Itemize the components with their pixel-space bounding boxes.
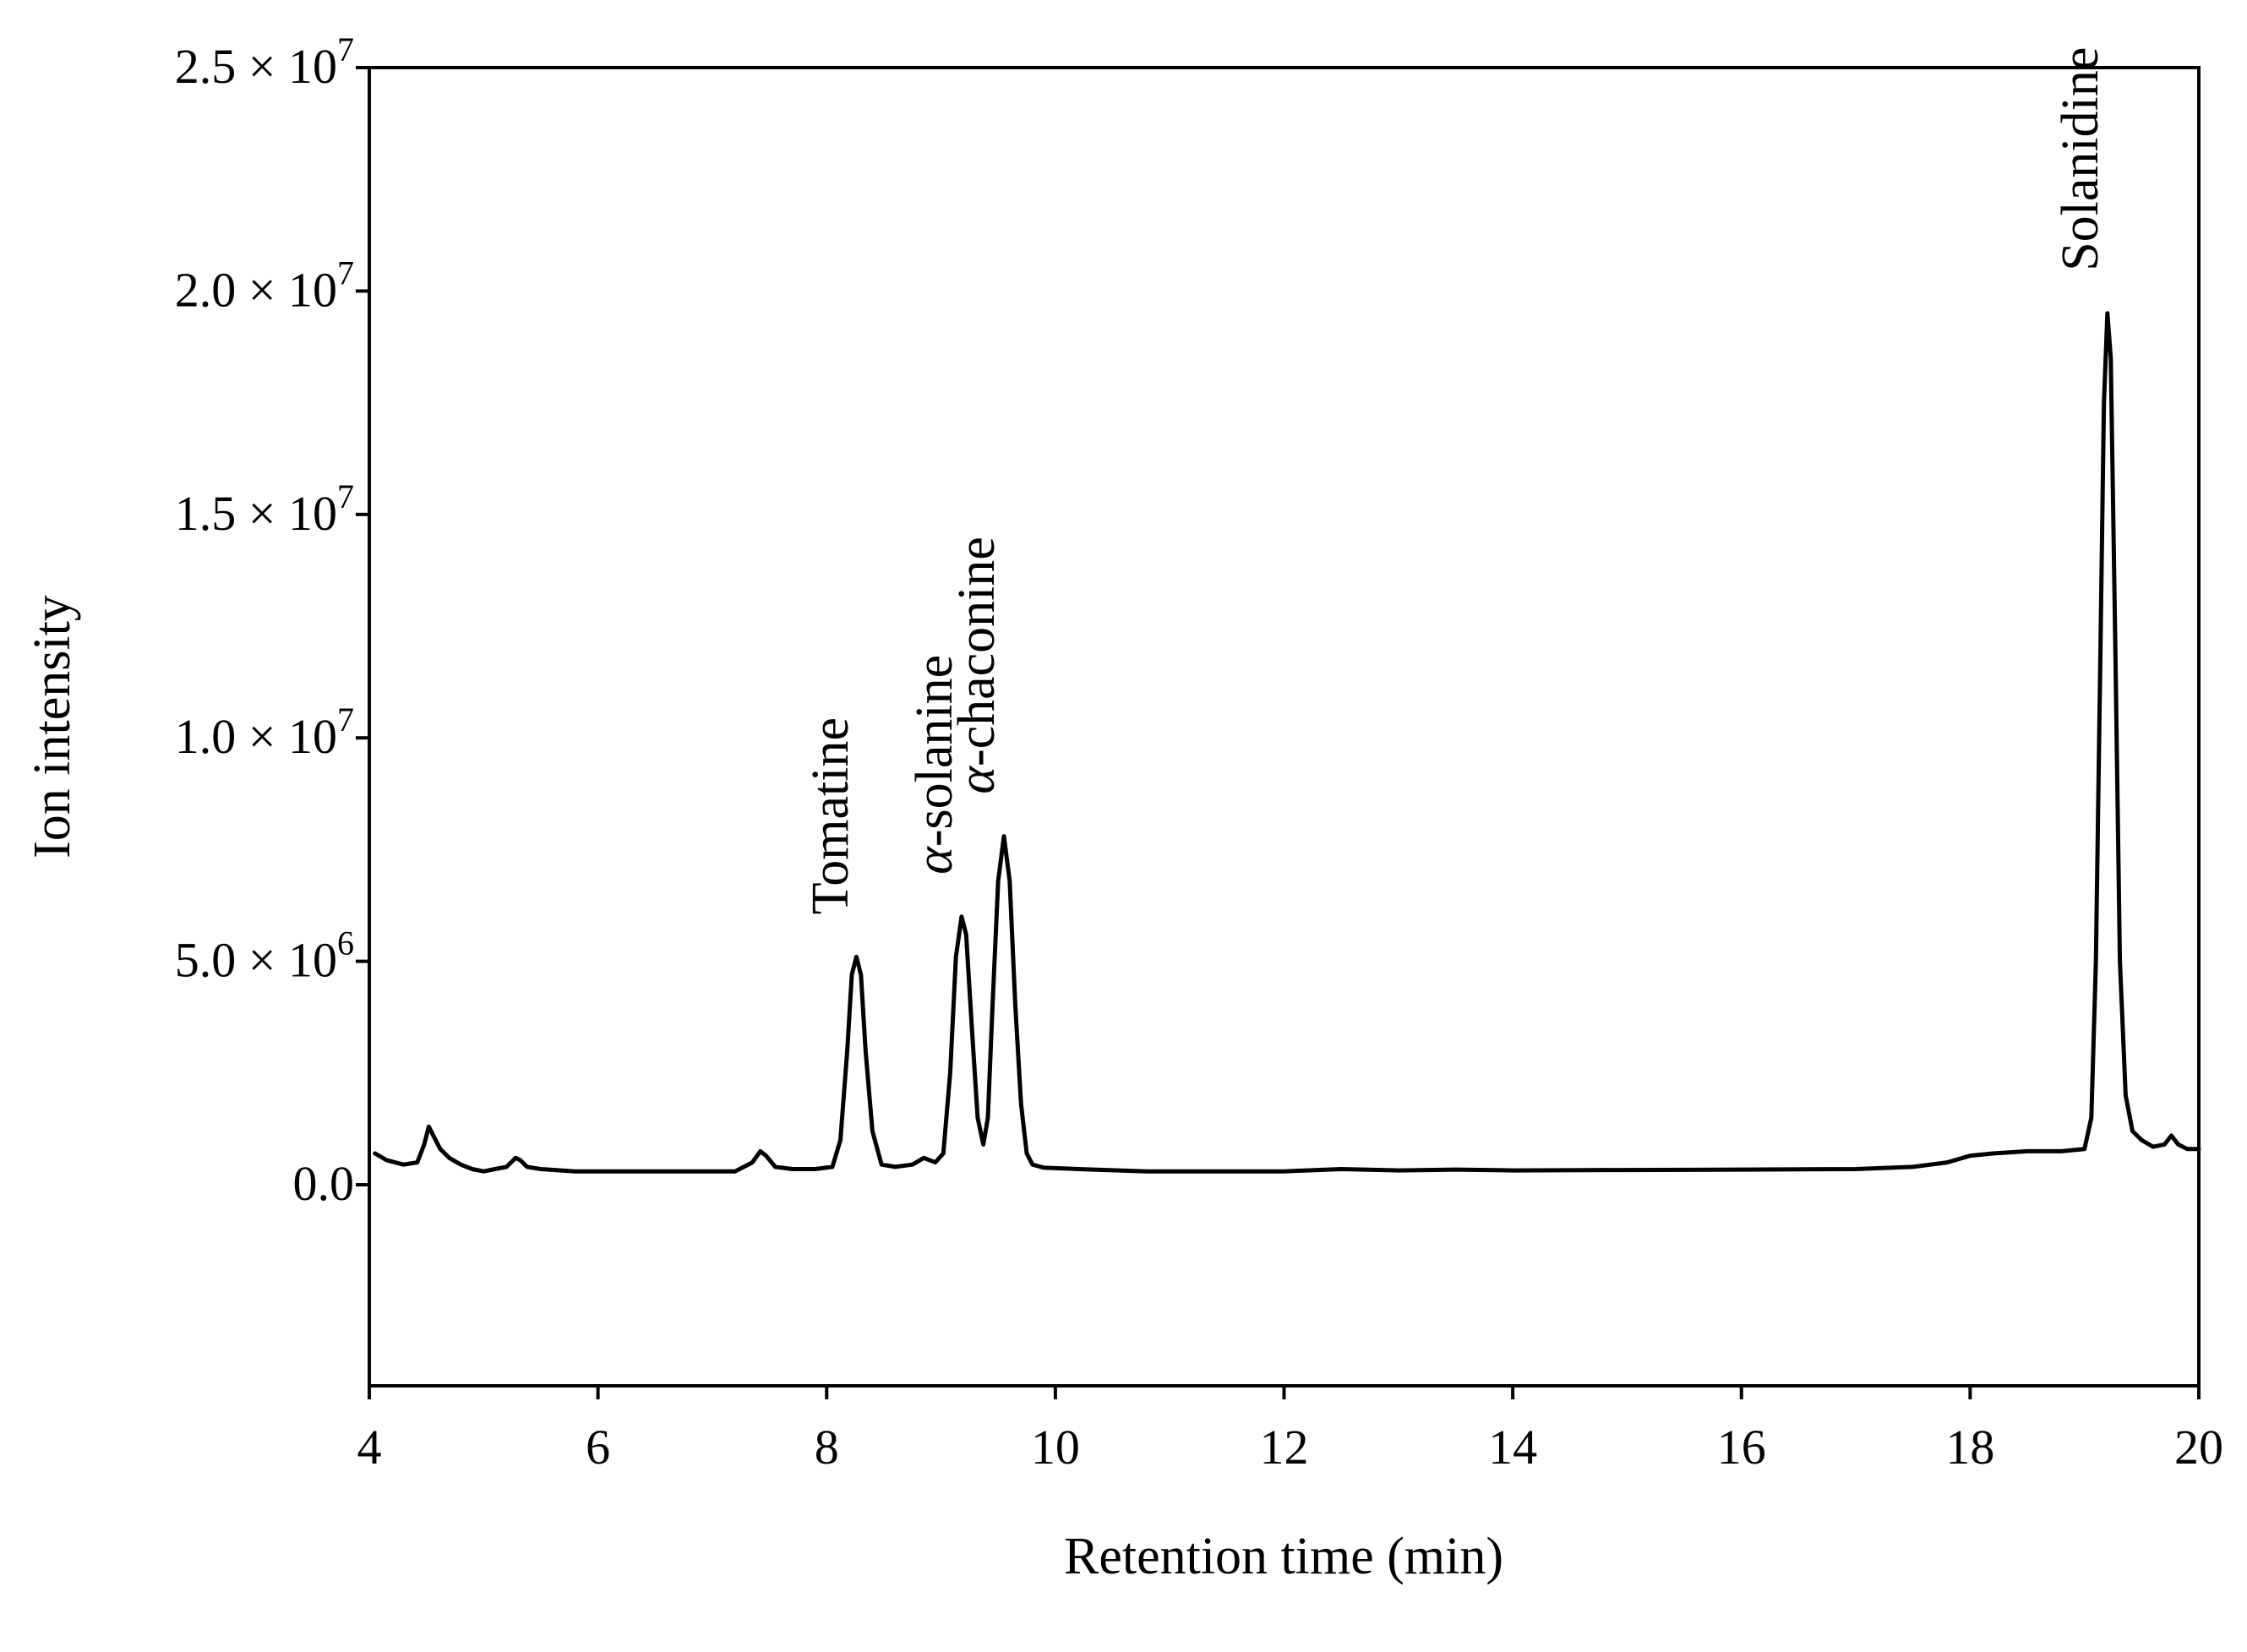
- y-tick-label: 1.0 × 107: [175, 701, 354, 764]
- y-tick-exponent: 7: [337, 477, 354, 515]
- x-tick-label: 4: [357, 1420, 382, 1475]
- y-tick-mantissa: 2.5: [175, 39, 237, 94]
- y-tick-mantissa: 2.0: [175, 262, 237, 317]
- peak-label: Tomatine: [802, 717, 859, 914]
- y-tick-mantissa: 0.0: [293, 1156, 355, 1211]
- y-tick-mantissa: 1.5: [175, 486, 237, 541]
- peak-label: Solanidine: [2052, 47, 2109, 271]
- x-tick-label: 14: [1488, 1420, 1537, 1475]
- x-tick-label: 18: [1945, 1420, 1994, 1475]
- peak-label-name: Solanidine: [2052, 47, 2109, 271]
- y-tick-base: 10: [288, 39, 337, 94]
- peak-label-greek: α: [906, 846, 963, 875]
- y-tick-mantissa: 5.0: [175, 933, 237, 988]
- y-tick-exponent: 6: [337, 924, 354, 962]
- y-tick-base: 10: [288, 709, 337, 764]
- y-tick-times: ×: [236, 709, 288, 764]
- y-axis-title: Ion intensity: [24, 595, 81, 859]
- peak-label: α-solanine: [906, 655, 963, 875]
- y-tick-base: 10: [288, 262, 337, 317]
- y-tick-base: 10: [288, 486, 337, 541]
- x-axis-title: Retention time (min): [1064, 1528, 1503, 1585]
- x-tick-label: 12: [1260, 1420, 1309, 1475]
- y-tick-exponent: 7: [337, 254, 354, 292]
- x-tick-label: 6: [586, 1420, 610, 1475]
- y-tick-label: 5.0 × 106: [175, 924, 354, 988]
- x-tick-label: 8: [815, 1420, 839, 1475]
- y-tick-label: 2.5 × 107: [175, 30, 354, 94]
- y-tick-times: ×: [236, 262, 288, 317]
- y-tick-times: ×: [236, 486, 288, 541]
- y-tick-times: ×: [236, 933, 288, 988]
- x-axis-ticks: 4 6 8 10 12 14 16 18 20: [357, 1386, 2223, 1475]
- plot-frame: [368, 66, 2201, 1388]
- y-tick-exponent: 7: [337, 30, 354, 68]
- peak-label-name: Tomatine: [802, 717, 859, 914]
- peak-label-greek: α: [948, 766, 1006, 794]
- y-tick-label: 2.0 × 107: [175, 254, 354, 317]
- y-tick-times: ×: [236, 39, 288, 94]
- x-tick-label: 16: [1717, 1420, 1766, 1475]
- peak-label: α-chaconine: [948, 537, 1006, 794]
- x-tick-label: 20: [2174, 1420, 2223, 1475]
- peak-label-name: -chaconine: [948, 537, 1006, 766]
- peak-label-name: -solanine: [906, 655, 963, 847]
- y-tick-label: 1.5 × 107: [175, 477, 354, 541]
- x-tick-label: 10: [1031, 1420, 1080, 1475]
- y-tick-base: 10: [288, 933, 337, 988]
- chromatogram-trace: [373, 311, 2201, 1174]
- y-tick-label: 0.0: [293, 1156, 355, 1211]
- y-tick-exponent: 7: [337, 701, 354, 739]
- y-tick-mantissa: 1.0: [175, 709, 237, 764]
